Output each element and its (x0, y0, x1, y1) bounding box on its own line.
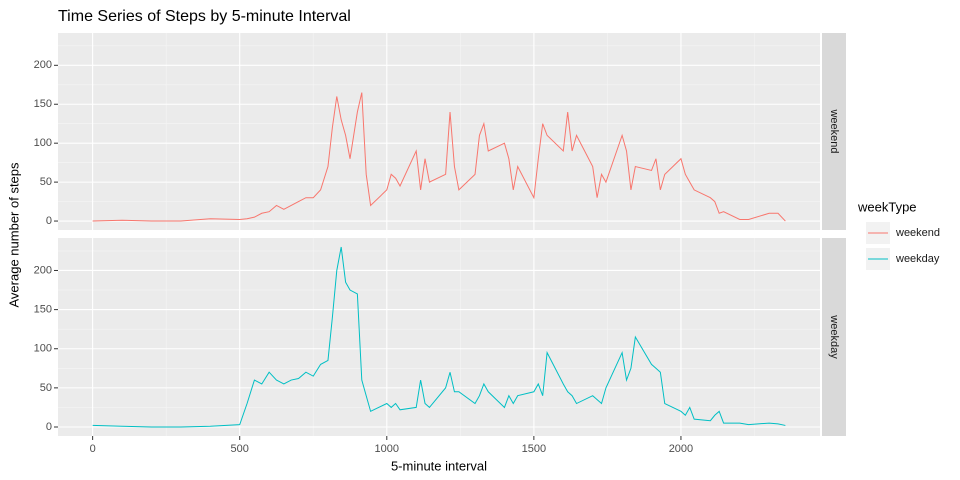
y-tick-label: 150 (34, 304, 52, 316)
y-tick-label: 0 (46, 215, 52, 227)
y-tick-label: 150 (34, 98, 52, 110)
x-tick-label: 2000 (669, 443, 693, 455)
y-tick-label: 50 (40, 382, 52, 394)
facet-strip (822, 33, 846, 230)
facet-strip (822, 238, 846, 436)
y-tick-label: 200 (34, 264, 52, 276)
y-tick-label: 100 (34, 137, 52, 149)
legend-label: weekend (895, 227, 940, 239)
series-line (92, 246, 786, 428)
y-axis-label: Average number of steps (6, 162, 21, 308)
y-tick-label: 50 (40, 176, 52, 188)
series-line (92, 92, 786, 222)
y-tick-label: 200 (34, 59, 52, 71)
x-tick-label: 1500 (522, 443, 546, 455)
x-tick-label: 500 (231, 443, 249, 455)
x-tick-label: 1000 (375, 443, 399, 455)
y-tick-label: 100 (34, 343, 52, 355)
panel-background (58, 33, 820, 230)
panel-background (58, 238, 820, 436)
legend-label: weekday (895, 253, 940, 265)
chart-title: Time Series of Steps by 5-minute Interva… (58, 8, 351, 25)
y-tick-label: 0 (46, 421, 52, 433)
facet-strip-label: weekday (828, 314, 840, 359)
legend-title: weekType (857, 199, 917, 214)
x-axis-label: 5-minute interval (391, 458, 487, 473)
x-tick-label: 0 (90, 443, 96, 455)
facet-strip-label: weekend (828, 108, 840, 153)
